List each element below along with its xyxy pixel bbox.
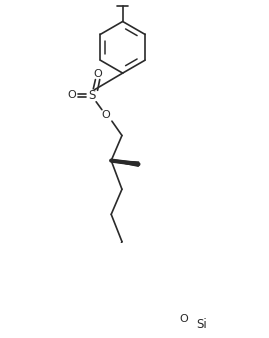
Text: O: O (179, 314, 188, 324)
Text: O: O (102, 111, 111, 120)
Text: O: O (68, 90, 76, 100)
Polygon shape (111, 161, 139, 166)
Text: O: O (93, 69, 102, 79)
Text: S: S (88, 89, 95, 102)
Text: Si: Si (196, 318, 207, 331)
